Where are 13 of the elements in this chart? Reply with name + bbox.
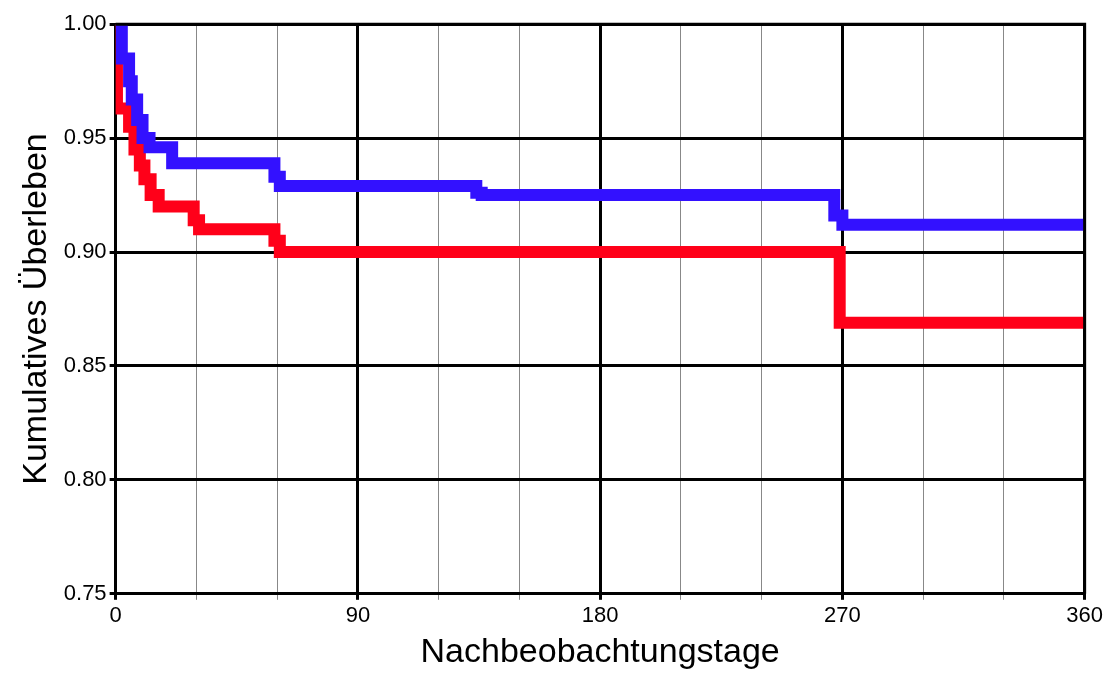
x-axis-title: Nachbeobachtungstage [420,630,780,669]
x-tick-label: 180 [581,602,619,628]
x-tick-label: 0 [109,602,122,628]
y-tick-label: 0.80 [63,465,107,491]
y-tick-label: 0.75 [63,579,107,605]
x-tick-label: 360 [1066,602,1104,628]
y-tick-label: 0.95 [63,124,107,150]
x-tick-label: 90 [345,602,371,628]
y-tick-label: 0.85 [63,352,107,378]
y-axis-title: Kumulatives Überleben [14,133,53,485]
y-tick-label: 1.00 [63,10,107,36]
y-tick-label: 0.90 [63,238,107,264]
x-tick-label: 270 [824,602,861,628]
